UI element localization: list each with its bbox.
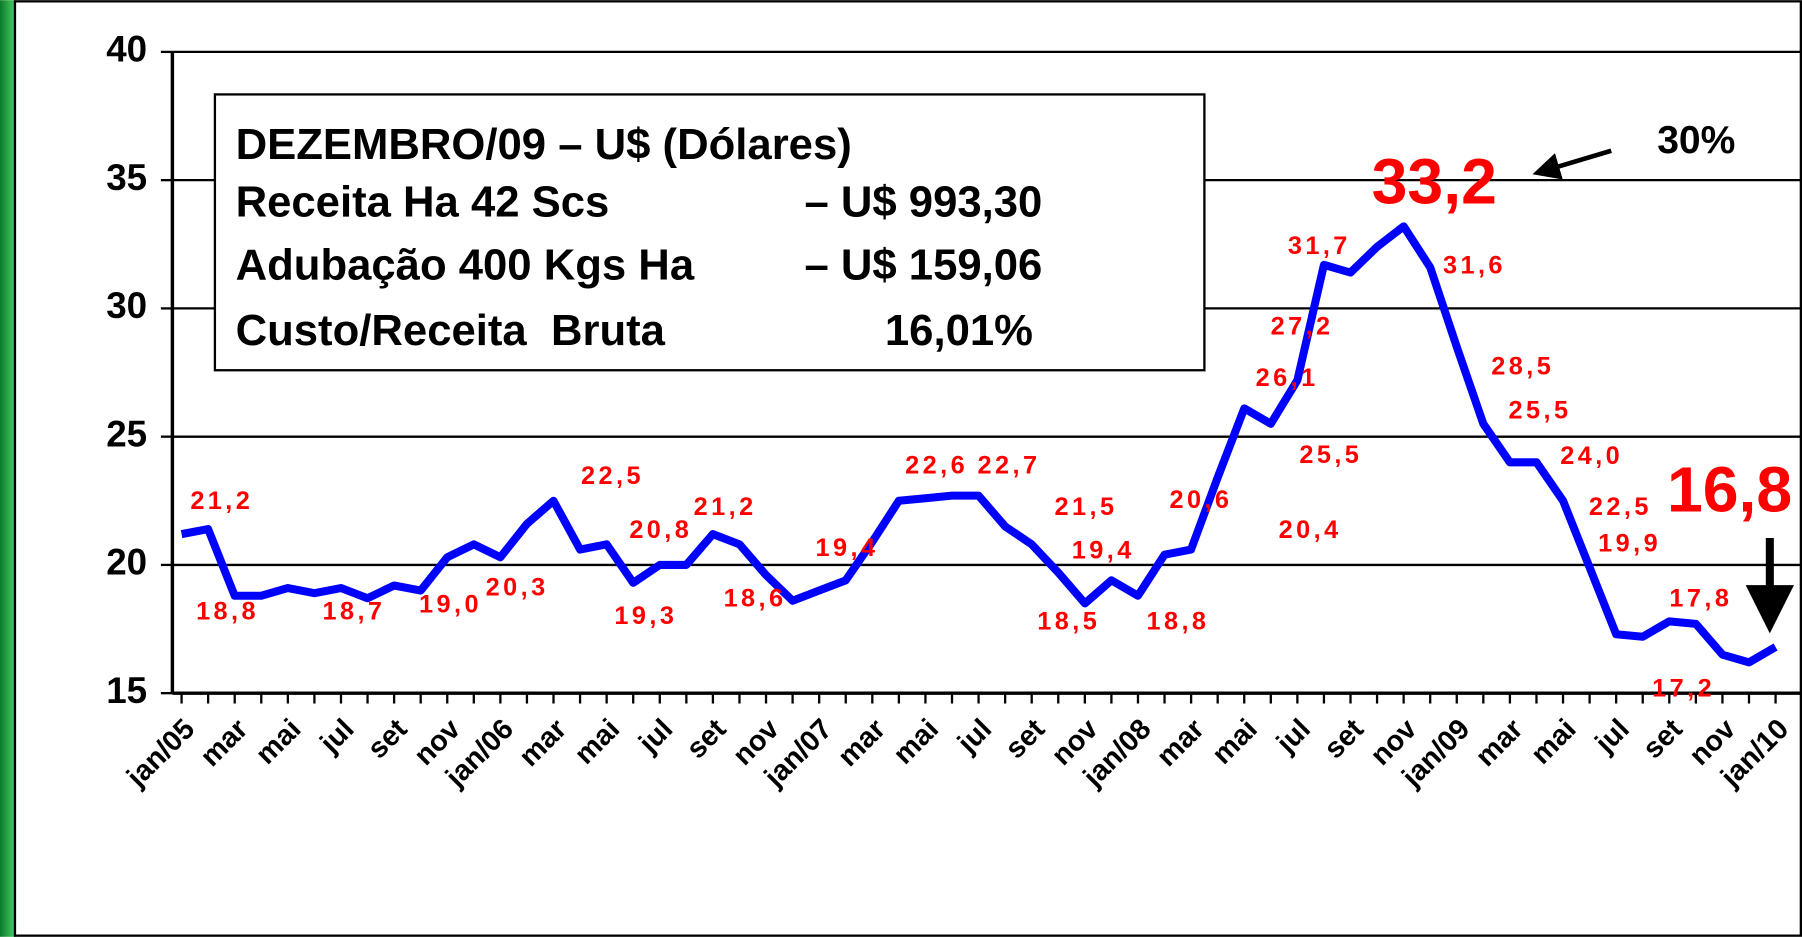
- data-label: 27,2: [1271, 312, 1334, 340]
- info-label: Receita Ha 42 Scs: [236, 177, 610, 226]
- data-label: 21,2: [190, 487, 253, 515]
- data-label: 24,0: [1560, 442, 1623, 470]
- series-line: [180, 222, 1778, 667]
- side-bar: [0, 0, 17, 937]
- y-tick-label: 15: [106, 670, 147, 711]
- data-label: 18,5: [1037, 608, 1100, 636]
- info-box: [213, 93, 1206, 372]
- data-label: 20,8: [629, 516, 692, 544]
- data-label: 31,6: [1443, 251, 1506, 279]
- data-label: 22,7: [978, 451, 1041, 479]
- info-label: DEZEMBRO/09 – U$ (Dólares): [236, 120, 852, 169]
- data-label: 18,8: [1146, 608, 1209, 636]
- info-label: Custo/Receita Bruta: [236, 306, 666, 355]
- data-label: 16,8: [1667, 453, 1792, 525]
- annotation-arrow: [1532, 148, 1612, 180]
- data-label: 22,5: [581, 462, 644, 490]
- data-label: 18,8: [196, 597, 259, 625]
- data-label: 19,4: [816, 534, 879, 562]
- data-label: 20,6: [1169, 486, 1232, 514]
- data-label: 21,2: [694, 493, 757, 521]
- info-value: – U$ 159,06: [804, 240, 1042, 289]
- data-label: 26,1: [1256, 364, 1319, 392]
- data-label: 25,5: [1299, 441, 1362, 469]
- data-label: 22,5: [1589, 493, 1652, 521]
- y-tick-label: 30: [106, 285, 147, 326]
- data-label: 22,6: [905, 451, 968, 479]
- data-label: 18,6: [724, 585, 787, 613]
- data-label: 18,7: [322, 597, 385, 625]
- y-tick-label: 20: [106, 542, 147, 583]
- annotation: 30%: [1657, 119, 1735, 162]
- info-label: Adubação 400 Kgs Ha: [236, 240, 695, 289]
- data-label: 25,5: [1508, 396, 1571, 424]
- data-label: 21,5: [1055, 493, 1118, 521]
- data-label: 33,2: [1372, 145, 1497, 217]
- y-tick-label: 25: [106, 413, 147, 454]
- y-tick-label: 35: [106, 157, 147, 198]
- data-label: 31,7: [1288, 232, 1351, 260]
- info-value: – U$ 993,30: [804, 177, 1042, 226]
- data-label: 19,4: [1072, 536, 1135, 564]
- y-tick-label: 40: [106, 29, 147, 70]
- data-label: 17,2: [1652, 674, 1715, 702]
- data-label: 19,3: [614, 602, 677, 630]
- info-value: 16,01%: [885, 306, 1033, 355]
- data-label: 19,0: [419, 591, 482, 619]
- data-label: 20,4: [1279, 516, 1342, 544]
- data-label: 20,3: [486, 573, 549, 601]
- data-label: 28,5: [1491, 353, 1554, 381]
- frame: [13, 0, 1802, 937]
- data-label: 19,9: [1598, 530, 1661, 558]
- data-label: 17,8: [1669, 585, 1732, 613]
